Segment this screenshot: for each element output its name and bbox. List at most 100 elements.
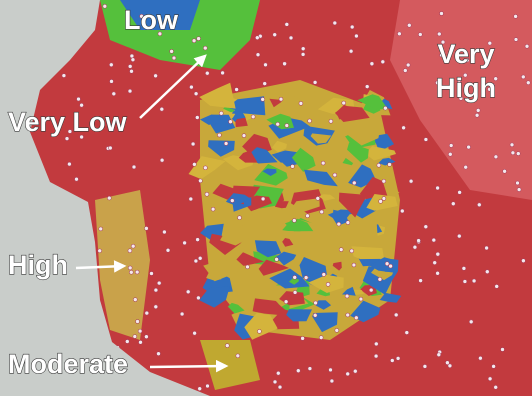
- site-dot: [397, 32, 401, 36]
- site-dot: [166, 248, 170, 252]
- site-dot: [445, 361, 449, 365]
- site-dot: [219, 111, 223, 115]
- site-dot: [221, 71, 225, 75]
- site-dot: [308, 119, 312, 123]
- site-dot: [108, 146, 112, 150]
- site-dot: [501, 348, 505, 352]
- site-dot: [261, 97, 265, 101]
- site-dot: [436, 271, 440, 275]
- site-dot: [77, 97, 81, 101]
- site-dot: [203, 46, 207, 50]
- site-dot: [206, 384, 210, 388]
- label: High: [8, 250, 68, 280]
- site-dot: [139, 340, 143, 344]
- site-dot: [211, 207, 215, 211]
- site-dot: [494, 385, 498, 389]
- site-dot: [256, 53, 260, 57]
- site-dot: [304, 276, 308, 280]
- site-dot: [388, 163, 392, 167]
- site-dot: [424, 138, 428, 142]
- site-dot: [396, 356, 400, 360]
- site-dot: [403, 69, 407, 73]
- site-dot: [191, 142, 195, 146]
- site-dot: [172, 56, 176, 60]
- site-dot: [255, 36, 259, 40]
- site-dot: [322, 273, 326, 277]
- site-dot: [382, 179, 386, 183]
- site-dot: [449, 144, 453, 148]
- site-dot: [423, 364, 427, 368]
- site-dot: [107, 196, 111, 200]
- site-dot: [279, 97, 283, 101]
- site-dot: [413, 245, 417, 249]
- site-dot: [198, 387, 202, 391]
- site-dot: [196, 238, 200, 242]
- site-dot: [296, 369, 300, 373]
- arrow: [150, 366, 226, 367]
- site-dot: [135, 270, 139, 274]
- site-dot: [350, 25, 354, 29]
- site-dot: [405, 331, 409, 335]
- site-dot: [378, 277, 382, 281]
- site-dot: [264, 63, 268, 67]
- site-dot: [503, 169, 507, 173]
- site-dot: [198, 179, 202, 183]
- site-dot: [476, 108, 480, 112]
- site-dot: [475, 113, 479, 117]
- site-dot: [197, 37, 201, 41]
- site-dot: [409, 179, 413, 183]
- site-dot: [314, 301, 318, 305]
- site-dot: [193, 331, 197, 335]
- site-dot: [133, 335, 137, 339]
- site-dot: [349, 49, 353, 53]
- site-dot: [261, 197, 265, 201]
- site-dot: [292, 219, 296, 223]
- site-dot: [463, 280, 467, 284]
- site-dot: [98, 249, 102, 253]
- site-dot: [75, 177, 79, 181]
- site-dot: [129, 270, 133, 274]
- site-dot: [321, 161, 325, 165]
- site-dot: [157, 352, 161, 356]
- site-dot: [109, 63, 113, 67]
- site-dot: [316, 196, 320, 200]
- site-dot: [385, 262, 389, 266]
- site-dot: [285, 124, 289, 128]
- site-dot: [313, 80, 317, 84]
- site-dot: [242, 134, 246, 138]
- site-dot: [418, 33, 422, 37]
- site-dot: [346, 372, 350, 376]
- site-dot: [238, 216, 242, 220]
- site-dot: [189, 85, 193, 89]
- site-dot: [301, 47, 305, 51]
- site-dot: [526, 81, 530, 85]
- site-dot: [377, 163, 381, 167]
- site-dot: [145, 311, 149, 315]
- site-dot: [320, 210, 324, 214]
- site-dot: [192, 39, 196, 43]
- site-dot: [313, 313, 317, 317]
- site-dot: [112, 92, 116, 96]
- site-dot: [469, 320, 473, 324]
- site-dot: [352, 181, 356, 185]
- site-dot: [406, 63, 410, 67]
- site-dot: [485, 246, 489, 250]
- site-dot: [521, 259, 525, 263]
- site-dot: [335, 328, 339, 332]
- site-dot: [192, 162, 196, 166]
- site-dot: [246, 265, 250, 269]
- site-dot: [291, 164, 295, 168]
- site-dot: [150, 272, 154, 276]
- site-dot: [189, 197, 193, 201]
- site-dot: [283, 62, 287, 66]
- site-dot: [131, 244, 135, 248]
- site-dot: [345, 294, 349, 298]
- site-dot: [285, 22, 289, 26]
- site-dot: [400, 209, 404, 213]
- site-dot: [293, 275, 297, 279]
- site-dot: [350, 249, 354, 253]
- site-dot: [229, 120, 233, 124]
- site-dot: [157, 281, 161, 285]
- site-dot: [494, 155, 498, 159]
- site-dot: [186, 290, 190, 294]
